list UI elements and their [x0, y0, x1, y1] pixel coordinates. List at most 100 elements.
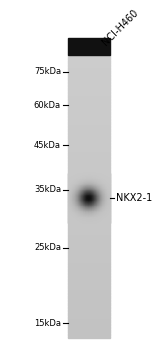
- Bar: [106, 174, 107, 175]
- Bar: [70, 176, 71, 177]
- Bar: [68, 56, 110, 58]
- Bar: [68, 184, 69, 186]
- Bar: [91, 194, 92, 195]
- Bar: [73, 222, 74, 223]
- Bar: [70, 221, 71, 222]
- Bar: [93, 215, 94, 216]
- Bar: [90, 191, 91, 192]
- Bar: [92, 175, 93, 176]
- Bar: [104, 214, 105, 215]
- Bar: [96, 178, 97, 179]
- Bar: [92, 208, 93, 209]
- Bar: [75, 200, 76, 201]
- Bar: [68, 263, 110, 264]
- Bar: [77, 222, 78, 223]
- Bar: [83, 220, 84, 221]
- Bar: [99, 195, 100, 196]
- Bar: [74, 178, 75, 179]
- Bar: [78, 175, 79, 176]
- Bar: [93, 184, 94, 186]
- Bar: [98, 204, 99, 205]
- Bar: [75, 222, 76, 223]
- Bar: [81, 212, 82, 213]
- Bar: [94, 183, 95, 184]
- Text: 15kDa: 15kDa: [34, 318, 61, 328]
- Bar: [80, 202, 81, 203]
- Bar: [68, 201, 69, 202]
- Bar: [104, 209, 105, 210]
- Bar: [87, 221, 88, 222]
- Bar: [82, 207, 83, 208]
- Bar: [86, 209, 87, 210]
- Bar: [85, 175, 86, 176]
- Bar: [68, 219, 110, 220]
- Bar: [92, 220, 93, 221]
- Bar: [107, 208, 108, 209]
- Bar: [93, 191, 94, 192]
- Bar: [103, 199, 104, 200]
- Bar: [101, 182, 102, 183]
- Bar: [71, 176, 72, 177]
- Bar: [89, 210, 90, 211]
- Bar: [74, 220, 75, 221]
- Bar: [69, 216, 70, 217]
- Bar: [68, 92, 110, 93]
- Bar: [92, 188, 93, 189]
- Bar: [86, 189, 87, 190]
- Bar: [102, 191, 103, 192]
- Bar: [101, 213, 102, 214]
- Bar: [81, 194, 82, 195]
- Bar: [89, 198, 90, 199]
- Bar: [92, 218, 93, 219]
- Bar: [90, 184, 91, 186]
- Bar: [100, 211, 101, 212]
- Bar: [78, 208, 79, 209]
- Bar: [95, 212, 96, 213]
- Bar: [73, 173, 74, 174]
- Bar: [101, 198, 102, 199]
- Bar: [77, 195, 78, 196]
- Bar: [71, 181, 72, 182]
- Bar: [79, 221, 80, 222]
- Bar: [68, 55, 110, 56]
- Bar: [100, 189, 101, 190]
- Bar: [109, 197, 110, 198]
- Bar: [94, 195, 95, 196]
- Bar: [90, 212, 91, 213]
- Bar: [68, 124, 110, 126]
- Bar: [77, 181, 78, 182]
- Bar: [71, 180, 72, 181]
- Bar: [84, 206, 85, 207]
- Bar: [76, 200, 77, 201]
- Bar: [90, 219, 91, 220]
- Bar: [98, 184, 99, 186]
- Bar: [81, 200, 82, 201]
- Bar: [75, 206, 76, 207]
- Bar: [73, 200, 74, 201]
- Bar: [68, 256, 110, 257]
- Bar: [88, 191, 89, 192]
- Bar: [68, 102, 110, 103]
- Bar: [68, 192, 110, 194]
- Bar: [68, 130, 110, 131]
- Bar: [91, 198, 92, 199]
- Bar: [68, 334, 110, 335]
- Bar: [101, 220, 102, 221]
- Bar: [83, 212, 84, 213]
- Bar: [88, 222, 89, 223]
- Bar: [96, 191, 97, 192]
- Bar: [81, 217, 82, 218]
- Bar: [76, 212, 77, 213]
- Bar: [96, 176, 97, 177]
- Bar: [103, 176, 104, 177]
- Bar: [106, 212, 107, 213]
- Bar: [89, 215, 90, 216]
- Bar: [97, 215, 98, 216]
- Bar: [68, 228, 110, 229]
- Bar: [86, 215, 87, 216]
- Bar: [81, 175, 82, 176]
- Bar: [100, 176, 101, 177]
- Bar: [97, 182, 98, 183]
- Bar: [71, 201, 72, 202]
- Bar: [91, 222, 92, 223]
